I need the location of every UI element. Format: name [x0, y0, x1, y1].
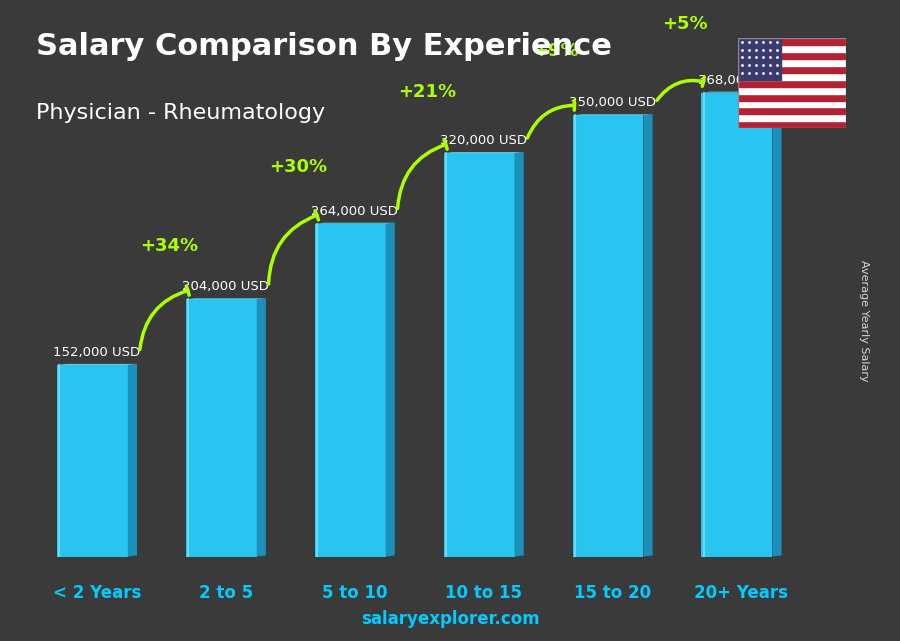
Polygon shape — [385, 222, 395, 556]
Bar — [738, 80, 846, 87]
Text: 320,000 USD: 320,000 USD — [440, 134, 527, 147]
Bar — [738, 114, 846, 121]
Text: 152,000 USD: 152,000 USD — [53, 346, 140, 359]
Text: 350,000 USD: 350,000 USD — [569, 96, 656, 109]
Polygon shape — [128, 364, 137, 556]
Polygon shape — [256, 298, 266, 556]
Polygon shape — [515, 152, 524, 556]
Text: +21%: +21% — [399, 83, 456, 101]
Text: < 2 Years: < 2 Years — [53, 584, 141, 603]
Text: 264,000 USD: 264,000 USD — [311, 204, 398, 218]
Bar — [738, 94, 846, 101]
Bar — [738, 101, 846, 108]
Text: +34%: +34% — [140, 237, 199, 255]
Text: 368,000 USD: 368,000 USD — [698, 74, 785, 87]
Polygon shape — [315, 222, 395, 224]
Polygon shape — [57, 365, 128, 556]
Polygon shape — [772, 92, 781, 556]
Polygon shape — [185, 298, 266, 299]
Text: 2 to 5: 2 to 5 — [199, 584, 253, 603]
Bar — [738, 121, 846, 128]
Bar — [738, 108, 846, 114]
Polygon shape — [701, 92, 781, 93]
Bar — [738, 38, 846, 46]
Text: +30%: +30% — [269, 158, 328, 176]
Text: Physician - Rheumatology: Physician - Rheumatology — [36, 103, 325, 122]
Bar — [738, 53, 846, 59]
Text: Average Yearly Salary: Average Yearly Salary — [859, 260, 869, 381]
Text: salaryexplorer.com: salaryexplorer.com — [361, 610, 539, 628]
Bar — [738, 59, 846, 66]
Text: 20+ Years: 20+ Years — [695, 584, 788, 603]
Polygon shape — [644, 114, 652, 556]
Text: 204,000 USD: 204,000 USD — [183, 280, 269, 294]
Polygon shape — [315, 224, 385, 556]
Bar — [738, 38, 781, 80]
Bar — [738, 87, 846, 94]
Bar — [738, 46, 846, 53]
Bar — [738, 66, 846, 73]
Text: 15 to 20: 15 to 20 — [574, 584, 651, 603]
Polygon shape — [572, 115, 644, 556]
Text: +5%: +5% — [662, 15, 708, 33]
Text: 10 to 15: 10 to 15 — [446, 584, 522, 603]
Polygon shape — [572, 114, 652, 115]
Bar — [738, 73, 846, 80]
Text: Salary Comparison By Experience: Salary Comparison By Experience — [36, 32, 612, 61]
Polygon shape — [444, 152, 524, 153]
Polygon shape — [185, 299, 256, 556]
Polygon shape — [701, 93, 772, 556]
Text: +9%: +9% — [534, 42, 580, 60]
Polygon shape — [444, 153, 515, 556]
Polygon shape — [57, 364, 137, 365]
Text: 5 to 10: 5 to 10 — [322, 584, 388, 603]
